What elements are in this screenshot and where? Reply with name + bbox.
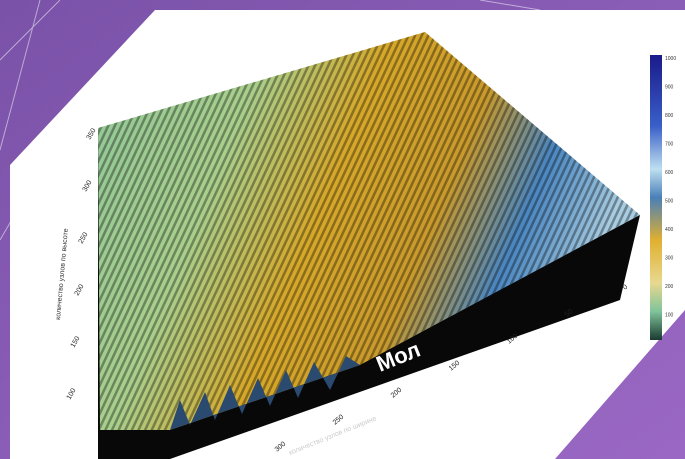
colorbar-tick-label: 200 [665,284,674,290]
y-tick-label: 100 [66,387,78,401]
surface-ridges [98,32,640,430]
colorbar-tick-label: 600 [665,170,674,176]
decor-lines [0,0,541,241]
y-tick-label: 200 [74,283,86,297]
y-tick-label: 350 [86,127,98,141]
colorbar-tick-label: 400 [665,227,674,233]
y-tick-label: 250 [78,231,90,245]
colorbar-tick-label: 900 [665,85,674,91]
surface-spikes [170,356,360,430]
colorbar [650,55,662,340]
x-tick-label: 0 [622,284,630,292]
colorbar-tick-label: 500 [665,199,674,205]
colorbar-tick-label: 100 [665,313,674,319]
colorbar-tick-label: 1000 [665,56,676,62]
y-tick-label: 300 [82,179,94,193]
colorbar-tick-label: 800 [665,113,674,119]
colorbar-tick-label: 700 [665,142,674,148]
colorbar-tick-label: 300 [665,256,674,262]
y-tick-label: 150 [70,335,82,349]
x-tick-label: 50 [564,308,575,318]
